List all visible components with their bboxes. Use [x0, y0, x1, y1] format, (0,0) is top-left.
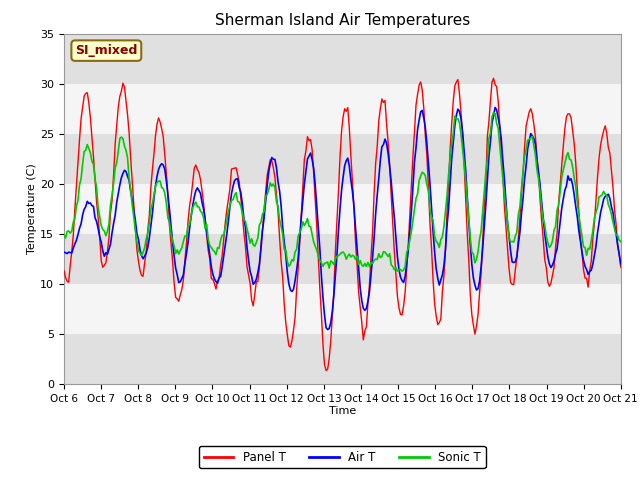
Bar: [64, 84, 621, 134]
Legend: Panel T, Air T, Sonic T: Panel T, Air T, Sonic T: [199, 446, 486, 468]
Bar: [64, 284, 621, 334]
Y-axis label: Temperature (C): Temperature (C): [28, 163, 37, 254]
Title: Sherman Island Air Temperatures: Sherman Island Air Temperatures: [215, 13, 470, 28]
Bar: [64, 184, 621, 234]
X-axis label: Time: Time: [329, 407, 356, 417]
Bar: [64, 234, 621, 284]
Bar: [64, 134, 621, 184]
Bar: [64, 34, 621, 84]
Bar: [64, 334, 621, 384]
Text: SI_mixed: SI_mixed: [75, 44, 138, 57]
